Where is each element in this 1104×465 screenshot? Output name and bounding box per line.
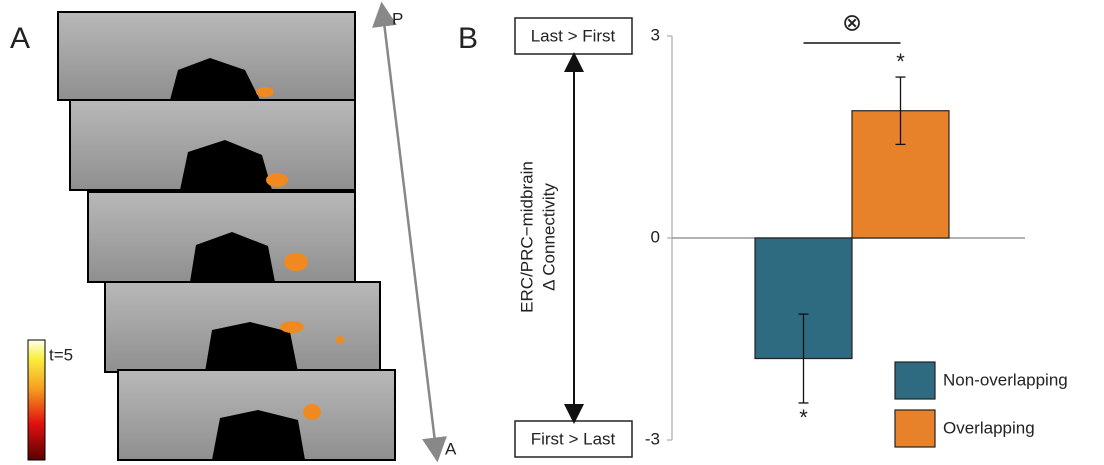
direction-label: Last > First bbox=[531, 26, 616, 45]
y-tick-label: -3 bbox=[645, 429, 660, 448]
plot: -3 0 3 * Non-overlapping * Overlapping ⊗ bbox=[645, 9, 1068, 448]
y-axis-title: ERC/PRC−midbrain Δ Connectivity bbox=[517, 161, 558, 313]
y-tick-label: 3 bbox=[651, 25, 660, 44]
figure: A t=5 P A B Last > First First > Last ER… bbox=[0, 0, 1104, 465]
brain-slices bbox=[58, 12, 395, 460]
y-label-line: ERC/PRC−midbrain bbox=[517, 161, 536, 313]
legend-label: Overlapping bbox=[943, 418, 1035, 437]
direction-label: First > Last bbox=[531, 429, 616, 448]
page: {"panel_a": {"label": "A", "colorbar_lab… bbox=[0, 0, 1104, 465]
axis-bottom-label: A bbox=[445, 439, 457, 458]
significance-label: * bbox=[799, 405, 808, 430]
panel-label: B bbox=[458, 22, 478, 55]
significance-label: * bbox=[896, 49, 905, 74]
colorbar bbox=[28, 340, 45, 460]
y-label-line: Δ Connectivity bbox=[539, 183, 558, 291]
axis-top-label: P bbox=[392, 9, 403, 28]
legend-label: Non-overlapping bbox=[943, 370, 1068, 389]
legend-swatch bbox=[895, 410, 935, 447]
legend-swatch bbox=[895, 362, 935, 399]
y-tick-label: 0 bbox=[651, 227, 660, 246]
colorbar-label: t=5 bbox=[49, 345, 73, 364]
interaction-label: ⊗ bbox=[842, 9, 862, 36]
panel-label: A bbox=[10, 22, 30, 55]
